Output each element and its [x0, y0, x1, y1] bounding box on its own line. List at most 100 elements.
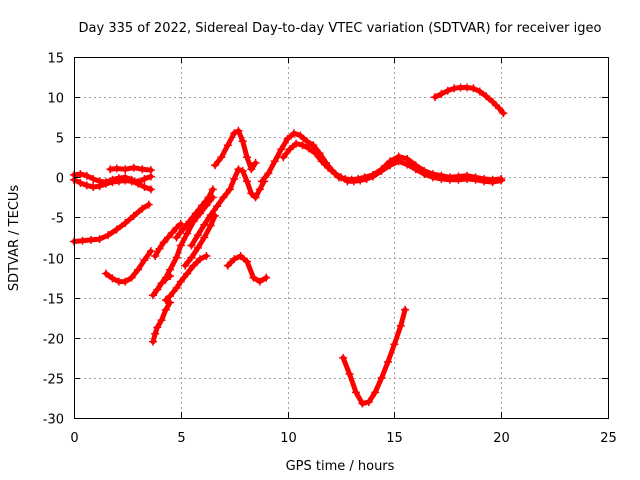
data-point — [443, 86, 452, 95]
data-point — [230, 129, 239, 138]
data-point — [183, 269, 192, 278]
data-point — [497, 176, 506, 185]
data-point — [196, 255, 205, 264]
data-point — [428, 173, 437, 182]
data-point — [172, 223, 181, 232]
data-point — [159, 238, 168, 247]
data-point — [262, 273, 271, 282]
data-point — [482, 92, 491, 101]
data-point — [189, 261, 198, 270]
data-point — [157, 279, 166, 288]
data-point — [198, 201, 207, 210]
y-tick-label: 15 — [47, 52, 64, 67]
y-tick-label: -5 — [51, 212, 64, 227]
series-line — [212, 128, 259, 172]
data-point — [234, 126, 243, 135]
series-arc-9 — [161, 251, 211, 305]
data-point — [87, 235, 96, 244]
data-point — [144, 200, 153, 209]
series-arc-3 — [106, 163, 155, 175]
data-point — [108, 178, 117, 187]
data-point — [480, 177, 489, 186]
data-point — [121, 219, 130, 228]
y-tick-label: -20 — [43, 333, 64, 348]
data-point — [223, 141, 232, 150]
data-point — [176, 219, 185, 228]
data-point — [129, 211, 138, 220]
data-point — [401, 305, 410, 314]
data-point — [166, 265, 175, 274]
data-point — [176, 241, 185, 250]
y-tick-label: -25 — [43, 373, 64, 388]
data-point — [178, 225, 187, 234]
data-point — [176, 277, 185, 286]
x-tick-label: 25 — [600, 431, 617, 446]
data-point — [285, 145, 294, 154]
data-point — [488, 97, 497, 106]
data-point — [251, 158, 260, 167]
data-point — [403, 160, 412, 169]
data-point — [157, 316, 166, 325]
y-tick-label: -30 — [43, 413, 64, 428]
data-point — [292, 139, 301, 148]
data-point — [146, 166, 155, 175]
x-tick-label: 15 — [386, 431, 403, 446]
data-point — [151, 251, 160, 260]
data-point — [146, 185, 155, 194]
data-point — [277, 145, 286, 154]
series-line — [71, 202, 152, 244]
data-point — [290, 129, 299, 138]
data-point — [463, 174, 472, 183]
data-point — [255, 277, 264, 286]
data-point — [324, 163, 333, 172]
data-point — [296, 131, 305, 140]
data-point — [234, 165, 243, 174]
data-point — [330, 169, 339, 178]
data-point — [78, 236, 87, 245]
data-point — [187, 241, 196, 250]
data-point — [127, 273, 136, 282]
data-point — [304, 144, 313, 153]
y-tick-label: 10 — [47, 92, 64, 107]
data-point — [121, 277, 130, 286]
data-point — [270, 157, 279, 166]
data-point — [437, 89, 446, 98]
data-point — [161, 296, 170, 305]
data-point — [153, 323, 162, 332]
data-point — [191, 209, 200, 218]
plot-frame — [74, 57, 609, 419]
series-arc-5 — [102, 247, 155, 286]
data-point — [369, 172, 378, 181]
data-point — [249, 273, 258, 282]
data-point — [495, 104, 504, 113]
data-point — [166, 292, 175, 301]
data-point — [161, 305, 170, 314]
data-point — [181, 261, 190, 270]
data-point — [337, 173, 345, 182]
y-tick-label: -15 — [43, 293, 64, 308]
data-point — [163, 233, 172, 242]
series-arc-8 — [151, 219, 185, 260]
data-point — [172, 253, 181, 262]
data-point — [469, 84, 478, 93]
data-point — [82, 181, 91, 190]
data-point — [193, 231, 202, 240]
series-arc-14 — [187, 165, 269, 250]
x-tick-label: 5 — [177, 431, 185, 446]
data-point — [437, 174, 446, 183]
data-point — [339, 353, 348, 362]
data-point — [140, 174, 149, 183]
data-point — [155, 244, 164, 253]
data-point — [168, 228, 177, 237]
data-point — [247, 189, 256, 198]
data-point — [243, 153, 252, 162]
data-point — [219, 193, 228, 202]
data-point — [134, 179, 143, 188]
series-arc-13 — [210, 126, 260, 174]
data-point — [251, 193, 260, 202]
data-point — [187, 253, 196, 262]
data-point — [356, 176, 365, 185]
data-point — [383, 357, 392, 366]
data-point — [76, 170, 85, 179]
data-point — [236, 251, 245, 260]
